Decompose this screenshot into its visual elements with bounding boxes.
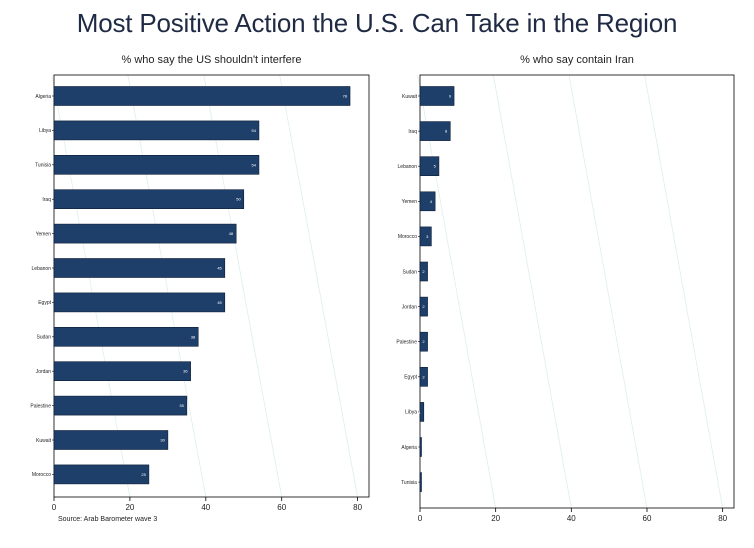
category-label: Morocco bbox=[398, 234, 417, 240]
bar bbox=[53, 464, 150, 485]
bar bbox=[419, 472, 422, 492]
bar bbox=[53, 86, 351, 106]
data-label: 48 bbox=[229, 231, 234, 236]
data-label: 0 bbox=[416, 480, 419, 485]
data-label: 0 bbox=[416, 445, 419, 450]
data-label: 9 bbox=[449, 94, 452, 99]
bar bbox=[53, 189, 245, 209]
category-label: Jordan bbox=[36, 369, 52, 375]
gridline bbox=[203, 74, 283, 498]
x-tick-label: 20 bbox=[125, 503, 134, 512]
gridline bbox=[279, 74, 359, 498]
gridline bbox=[492, 74, 572, 509]
data-label: 1 bbox=[419, 409, 422, 414]
data-label: 2 bbox=[422, 339, 425, 344]
category-label: Egypt bbox=[404, 375, 417, 381]
bar bbox=[53, 326, 199, 347]
x-tick-label: 40 bbox=[201, 503, 210, 512]
data-label: 2 bbox=[422, 374, 425, 379]
category-label: Tunisia bbox=[35, 163, 51, 169]
category-label: Kuwait bbox=[402, 94, 418, 100]
left-panel: Algeria 78 Libya 54 Tunisia 54 Iraq 50 Yemen 48 Le… bbox=[30, 74, 370, 512]
data-label: 36 bbox=[183, 369, 188, 374]
category-label: Lebanon bbox=[398, 164, 418, 170]
data-label: 50 bbox=[236, 197, 241, 202]
bar bbox=[53, 120, 260, 141]
data-label: 38 bbox=[191, 334, 196, 339]
gridline bbox=[644, 74, 724, 509]
gridline bbox=[51, 74, 131, 498]
gridline bbox=[127, 74, 207, 498]
data-label: 54 bbox=[251, 128, 256, 133]
chart-title: Most Positive Action the U.S. Can Take i… bbox=[76, 8, 678, 38]
category-label: Egypt bbox=[38, 300, 51, 306]
category-label: Palestine bbox=[396, 340, 417, 346]
bar bbox=[419, 191, 436, 212]
x-tick-label: 0 bbox=[52, 503, 57, 512]
category-label: Jordan bbox=[402, 304, 418, 310]
category-label: Lebanon bbox=[32, 266, 52, 272]
data-label: 25 bbox=[141, 472, 146, 477]
x-tick-label: 20 bbox=[491, 514, 500, 523]
data-label: 78 bbox=[343, 94, 348, 99]
x-tick-label: 60 bbox=[277, 503, 286, 512]
category-label: Algeria bbox=[401, 445, 417, 451]
data-label: 35 bbox=[179, 403, 184, 408]
plot-frame bbox=[53, 74, 370, 498]
bar bbox=[53, 361, 191, 382]
category-label: Tunisia bbox=[401, 480, 417, 486]
right-panel: Kuwait 9 Iraq 8 Lebanon 5 Yemen 4 Morocco 3 Sudan 2… bbox=[396, 74, 735, 523]
category-label: Palestine bbox=[30, 403, 51, 409]
category-label: Kuwait bbox=[36, 438, 52, 444]
category-label: Sudan bbox=[37, 335, 52, 341]
bar bbox=[419, 437, 422, 457]
category-label: Yemen bbox=[402, 199, 418, 205]
data-label: 2 bbox=[422, 269, 425, 274]
x-tick-label: 0 bbox=[418, 514, 423, 523]
data-label: 3 bbox=[426, 234, 429, 239]
category-label: Sudan bbox=[403, 269, 418, 275]
data-label: 45 bbox=[217, 300, 222, 305]
data-label: 4 bbox=[430, 199, 433, 204]
left-panel-title: % who say the US shouldn't interfere bbox=[121, 54, 302, 66]
category-label: Iraq bbox=[408, 129, 417, 135]
data-label: 45 bbox=[217, 266, 222, 271]
data-label: 2 bbox=[422, 304, 425, 309]
category-label: Algeria bbox=[35, 94, 51, 100]
category-label: Yemen bbox=[36, 231, 52, 237]
bar bbox=[53, 292, 226, 313]
bar bbox=[419, 156, 440, 176]
source-note: Source: Arab Barometer wave 3 bbox=[58, 516, 158, 523]
bar bbox=[53, 430, 169, 450]
bar bbox=[53, 258, 226, 278]
category-label: Morocco bbox=[32, 472, 51, 478]
bar bbox=[53, 395, 188, 416]
bar bbox=[53, 223, 237, 244]
data-label: 5 bbox=[434, 164, 437, 169]
gridline bbox=[417, 74, 497, 509]
right-panel-title: % who say contain Iran bbox=[520, 54, 634, 66]
gridline bbox=[568, 74, 648, 509]
x-tick-label: 80 bbox=[353, 503, 362, 512]
data-label: 30 bbox=[160, 438, 165, 443]
x-tick-label: 80 bbox=[718, 514, 727, 523]
data-label: 54 bbox=[251, 162, 256, 167]
x-tick-label: 60 bbox=[643, 514, 652, 523]
bar bbox=[53, 155, 260, 175]
plot-frame bbox=[419, 74, 735, 509]
category-label: Libya bbox=[405, 410, 417, 416]
x-tick-label: 40 bbox=[567, 514, 576, 523]
category-label: Libya bbox=[39, 128, 51, 134]
data-label: 8 bbox=[445, 129, 448, 134]
category-label: Iraq bbox=[42, 197, 51, 203]
